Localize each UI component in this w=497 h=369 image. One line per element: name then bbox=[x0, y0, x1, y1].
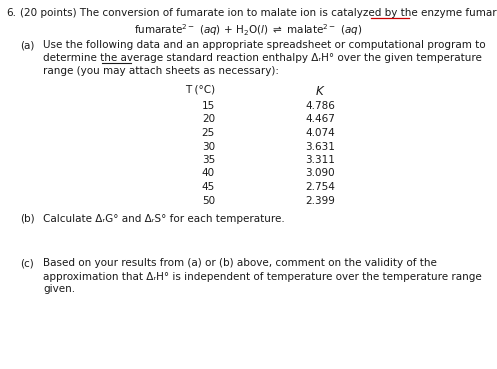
Text: (20 points) The conversion of fumarate ion to malate ion is catalyzed by the enz: (20 points) The conversion of fumarate i… bbox=[20, 8, 497, 18]
Text: given.: given. bbox=[43, 284, 75, 294]
Text: 4.467: 4.467 bbox=[305, 114, 335, 124]
Text: 40: 40 bbox=[202, 169, 215, 179]
Text: 25: 25 bbox=[202, 128, 215, 138]
Text: 15: 15 bbox=[202, 101, 215, 111]
Text: Use the following data and an appropriate spreadsheet or computational program t: Use the following data and an appropriat… bbox=[43, 40, 486, 50]
Text: 35: 35 bbox=[202, 155, 215, 165]
Text: 3.311: 3.311 bbox=[305, 155, 335, 165]
Text: range (you may attach sheets as necessary):: range (you may attach sheets as necessar… bbox=[43, 66, 279, 76]
Text: 20: 20 bbox=[202, 114, 215, 124]
Text: T (°C): T (°C) bbox=[185, 85, 215, 95]
Text: approximation that ΔᵣH° is independent of temperature over the temperature range: approximation that ΔᵣH° is independent o… bbox=[43, 272, 482, 282]
Text: 50: 50 bbox=[202, 196, 215, 206]
Text: 4.786: 4.786 bbox=[305, 101, 335, 111]
Text: 3.090: 3.090 bbox=[305, 169, 334, 179]
Text: $K$: $K$ bbox=[315, 85, 326, 98]
Text: 6.: 6. bbox=[6, 8, 16, 18]
Text: 30: 30 bbox=[202, 141, 215, 152]
Text: 2.754: 2.754 bbox=[305, 182, 335, 192]
Text: 3.631: 3.631 bbox=[305, 141, 335, 152]
Text: fumarate$^{2-}$ ($\it{aq}$) + H$_2$O($\it{l}$) $\rightleftharpoons$ malate$^{2-}: fumarate$^{2-}$ ($\it{aq}$) + H$_2$O($\i… bbox=[134, 22, 363, 38]
Text: determine the average standard reaction enthalpy ΔᵣH° over the given temperature: determine the average standard reaction … bbox=[43, 53, 482, 63]
Text: (c): (c) bbox=[20, 259, 34, 269]
Text: 2.399: 2.399 bbox=[305, 196, 335, 206]
Text: Based on your results from (a) or (b) above, comment on the validity of the: Based on your results from (a) or (b) ab… bbox=[43, 259, 437, 269]
Text: (a): (a) bbox=[20, 40, 34, 50]
Text: 45: 45 bbox=[202, 182, 215, 192]
Text: (b): (b) bbox=[20, 214, 35, 224]
Text: Calculate ΔᵣG° and ΔᵣS° for each temperature.: Calculate ΔᵣG° and ΔᵣS° for each tempera… bbox=[43, 214, 285, 224]
Text: 4.074: 4.074 bbox=[305, 128, 335, 138]
